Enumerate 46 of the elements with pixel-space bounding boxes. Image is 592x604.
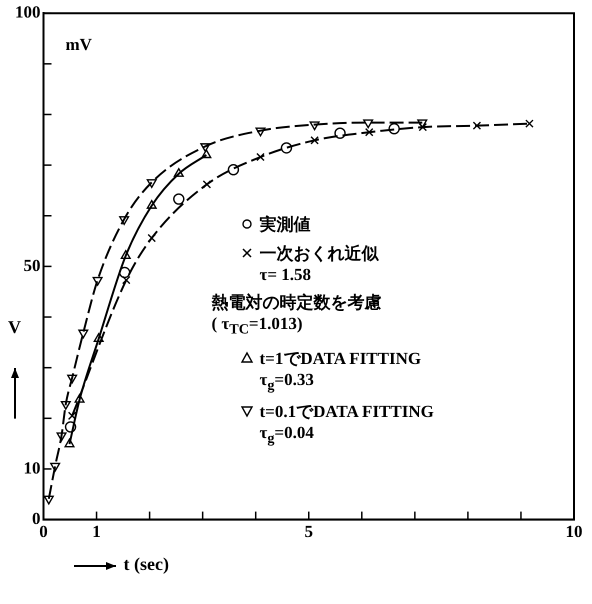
point bbox=[60, 400, 71, 410]
y-tick-label: 0 bbox=[32, 508, 40, 528]
point bbox=[200, 143, 210, 152]
x-tick-label: 1 bbox=[92, 522, 101, 542]
point bbox=[472, 121, 482, 130]
y-tick-label: 10 bbox=[24, 458, 40, 478]
point bbox=[256, 152, 265, 162]
point bbox=[64, 421, 76, 433]
legend-label: 実測値 bbox=[260, 214, 310, 236]
point bbox=[310, 121, 320, 130]
point bbox=[280, 142, 292, 154]
legend-label: 一次おくれ近似 τ= 1.58 bbox=[260, 243, 378, 286]
y-tick-label: 50 bbox=[24, 256, 40, 275]
point bbox=[118, 266, 130, 278]
point bbox=[310, 136, 319, 145]
y-tick-label: 100 bbox=[15, 2, 40, 22]
point bbox=[78, 330, 88, 338]
point bbox=[119, 216, 130, 226]
point bbox=[364, 128, 374, 136]
annotation: 熱電対の時定数を考慮 ( τ$_{TC}$=1.013) bbox=[212, 292, 382, 339]
point bbox=[525, 119, 534, 128]
point bbox=[68, 412, 76, 420]
point bbox=[122, 276, 130, 284]
point bbox=[388, 122, 400, 134]
x-tick-label: 10 bbox=[566, 522, 582, 542]
point bbox=[255, 127, 266, 136]
point bbox=[228, 164, 240, 176]
annotation: mV bbox=[66, 35, 92, 55]
point bbox=[146, 179, 157, 188]
x-tick-label: 5 bbox=[304, 522, 313, 542]
point bbox=[44, 496, 54, 505]
point bbox=[67, 374, 78, 384]
point bbox=[417, 119, 428, 128]
point bbox=[147, 234, 156, 242]
point bbox=[173, 193, 184, 205]
legend-label: t=1でDATA FITTING τ$_{g}$=0.33 bbox=[260, 348, 422, 394]
point bbox=[418, 122, 428, 132]
point bbox=[56, 432, 67, 442]
x-axis-title: t (sec) bbox=[124, 554, 169, 574]
point bbox=[363, 119, 374, 128]
y-axis-title: V bbox=[8, 317, 21, 338]
legend-label: t=0.1でDATA FITTING τ$_{g}$=0.04 bbox=[260, 400, 434, 448]
point bbox=[92, 276, 103, 286]
point bbox=[334, 128, 346, 139]
point bbox=[50, 462, 60, 472]
point bbox=[202, 180, 212, 189]
